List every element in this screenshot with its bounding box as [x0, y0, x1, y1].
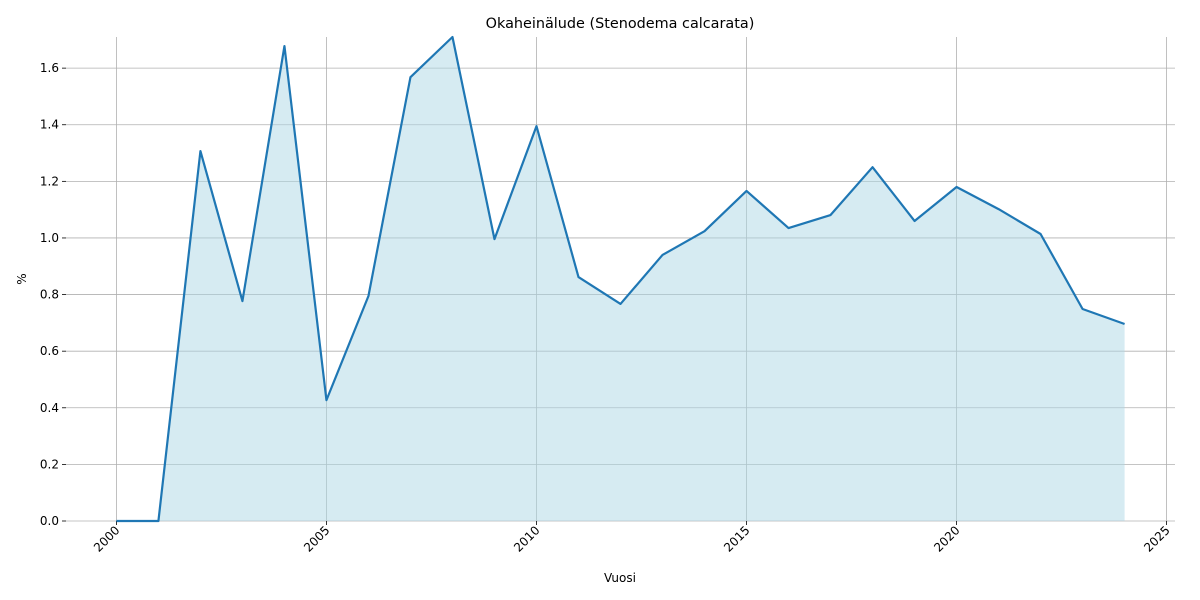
y-tick-label: 1.0: [40, 231, 59, 245]
x-axis-label: Vuosi: [604, 571, 636, 585]
x-tick-label: 2005: [301, 523, 332, 554]
y-tick-label: 0.6: [40, 344, 59, 358]
area-fill: [116, 37, 1125, 521]
y-tick-label: 1.4: [40, 118, 59, 132]
x-tick-label: 2010: [511, 523, 542, 554]
y-axis-label: %: [15, 273, 29, 284]
x-tick-label: 2015: [721, 523, 752, 554]
x-tick-label: 2000: [91, 523, 122, 554]
x-tick-label: 2020: [931, 523, 962, 554]
y-tick-label: 0.0: [40, 514, 59, 528]
y-tick-label: 1.6: [40, 61, 59, 75]
x-tick-label: 2025: [1141, 523, 1172, 554]
y-tick-label: 1.2: [40, 174, 59, 188]
chart-title: Okaheinälude (Stenodema calcarata): [486, 16, 755, 32]
data-line: [116, 35, 1125, 523]
y-tick-label: 0.4: [40, 401, 59, 415]
y-tick-label: 0.8: [40, 288, 59, 302]
y-tick-label: 0.2: [40, 457, 59, 471]
